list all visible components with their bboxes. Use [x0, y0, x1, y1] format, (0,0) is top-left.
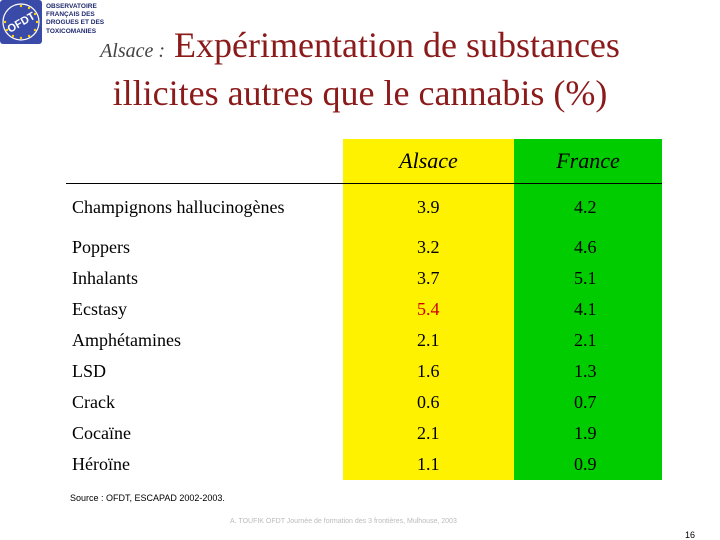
table-row: Ecstasy 5.4 4.1	[66, 294, 662, 325]
table-top-border	[66, 183, 662, 184]
data-table: Champignons hallucinogènes 3.9 4.2 Poppe…	[66, 183, 662, 480]
title-line-1: Expérimentation de substances	[174, 25, 620, 65]
france-value: 1.3	[514, 356, 662, 387]
table-row: LSD 1.6 1.3	[66, 356, 662, 387]
title-line-2: illicites autres que le cannabis (%)	[112, 73, 608, 113]
row-label: Inhalants	[66, 263, 343, 294]
logo-caption: OBSERVATOIRE FRANÇAIS DES DROGUES ET DES…	[46, 3, 104, 36]
column-header-france: France	[514, 139, 662, 183]
table-row: Cocaïne 2.1 1.9	[66, 418, 662, 449]
logo-line: OBSERVATOIRE	[46, 3, 97, 10]
row-label: Ecstasy	[66, 294, 343, 325]
row-label: Héroïne	[66, 449, 343, 480]
table-row: Champignons hallucinogènes 3.9 4.2	[66, 183, 662, 232]
row-label: Cocaïne	[66, 418, 343, 449]
alsace-value-highlighted: 5.4	[343, 294, 514, 325]
france-value: 4.6	[514, 232, 662, 263]
row-label: Amphétamines	[66, 325, 343, 356]
logo-line: FRANÇAIS DES	[46, 11, 95, 19]
alsace-value: 1.6	[343, 356, 514, 387]
france-value: 1.9	[514, 418, 662, 449]
ofdt-logo-icon: OFDT	[0, 0, 42, 44]
row-label: Poppers	[66, 232, 343, 263]
column-header-alsace: Alsace	[343, 139, 514, 183]
table-row: Crack 0.6 0.7	[66, 387, 662, 418]
france-value: 2.1	[514, 325, 662, 356]
row-label: Crack	[66, 387, 343, 418]
france-value: 0.7	[514, 387, 662, 418]
alsace-value: 2.1	[343, 325, 514, 356]
page-title: Alsace : Expérimentation de substances i…	[0, 24, 720, 114]
france-value: 4.2	[514, 183, 662, 232]
row-label: LSD	[66, 356, 343, 387]
alsace-value: 2.1	[343, 418, 514, 449]
table-row: Inhalants 3.7 5.1	[66, 263, 662, 294]
alsace-value: 3.2	[343, 232, 514, 263]
france-value: 5.1	[514, 263, 662, 294]
page-number: 16	[685, 530, 696, 540]
table-row: Poppers 3.2 4.6	[66, 232, 662, 263]
table-row: Amphétamines 2.1 2.1	[66, 325, 662, 356]
alsace-value: 3.9	[343, 183, 514, 232]
alsace-value: 1.1	[343, 449, 514, 480]
footer-credit: A. TOUFIK OFDT Journée de formation des …	[230, 518, 457, 525]
logo-line: TOXICOMANIES	[46, 27, 97, 35]
alsace-value: 3.7	[343, 263, 514, 294]
logo-line: DROGUES ET DES	[46, 19, 105, 27]
ofdt-logo: OFDT OBSERVATOIRE FRANÇAIS DES DROGUES E…	[0, 0, 104, 46]
france-value: 4.1	[514, 294, 662, 325]
source-note: Source : OFDT, ESCAPAD 2002-2003.	[70, 493, 225, 503]
france-value: 0.9	[514, 449, 662, 480]
row-label: Champignons hallucinogènes	[66, 183, 343, 232]
alsace-value: 0.6	[343, 387, 514, 418]
table-row: Héroïne 1.1 0.9	[66, 449, 662, 480]
title-region: Alsace :	[100, 40, 166, 62]
